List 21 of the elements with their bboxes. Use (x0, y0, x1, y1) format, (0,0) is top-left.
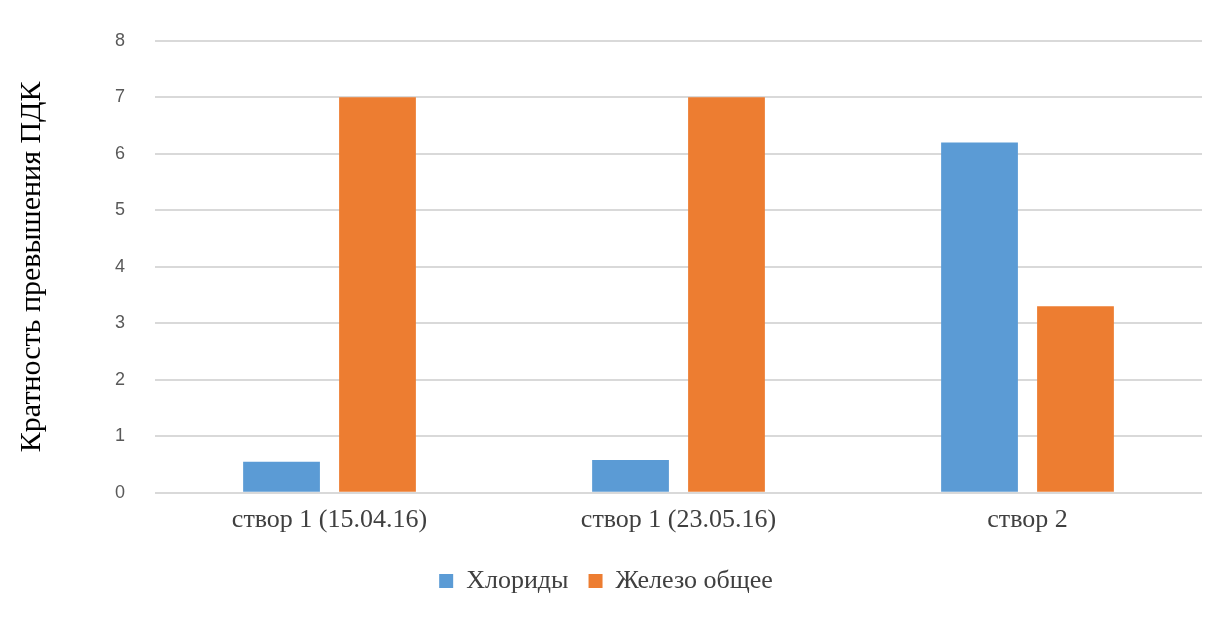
y-tick-label: 4 (115, 255, 126, 276)
y-tick-label: 2 (115, 368, 126, 389)
bar (339, 97, 416, 492)
x-tick-label: створ 1 (15.04.16) (231, 504, 428, 534)
y-tick-label: 1 (115, 425, 126, 446)
y-tick-label: 6 (115, 142, 126, 163)
y-axis-title: Кратность превышения ПДК (12, 80, 46, 453)
y-tick-label: 8 (115, 29, 126, 50)
y-tick-label: 0 (115, 481, 126, 502)
legend-label: Железо общее (615, 564, 773, 594)
x-tick-label: створ 1 (23.05.16) (580, 504, 777, 534)
bar (243, 461, 320, 492)
bar (592, 460, 669, 492)
y-tick-label: 7 (115, 86, 126, 107)
bar (1037, 306, 1114, 492)
y-tick-label: 3 (115, 312, 126, 333)
bar (688, 97, 765, 492)
bar (941, 142, 1018, 492)
x-tick-label: створ 2 (987, 504, 1068, 534)
y-tick-label: 5 (115, 199, 126, 220)
legend-label: Хлориды (466, 564, 569, 594)
